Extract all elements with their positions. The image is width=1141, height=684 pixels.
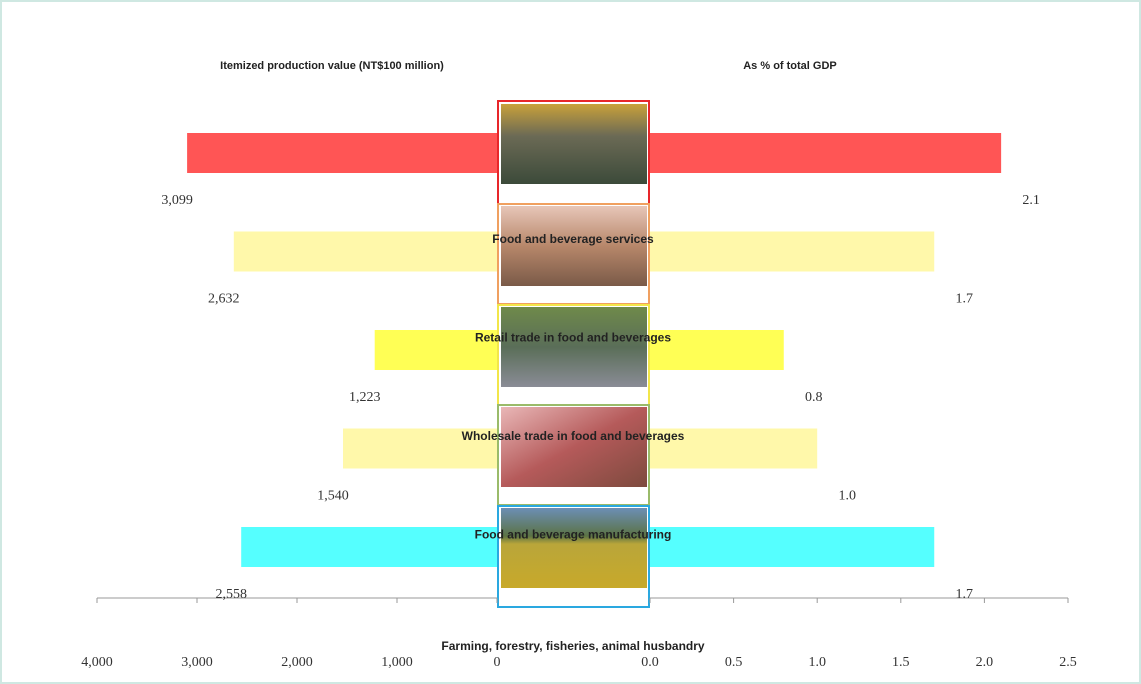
category-label: Wholesale trade in food and beverages [462,429,685,443]
bar [241,527,497,567]
x-tick-label: 0 [494,655,501,670]
x2-tick-label: 0.5 [725,655,743,670]
x2-tick-label: 1.5 [892,655,910,670]
bar [233,231,498,272]
x2-tick-label: 2.0 [976,655,994,670]
x-tick-label: 1,000 [381,655,413,670]
value-label: 0.8 [805,390,823,405]
x2-tick-label: 2.5 [1059,655,1077,670]
left-axis-title: Itemized production value (NT$100 millio… [220,60,444,72]
category-label: Farming, forestry, fisheries, animal hus… [441,639,705,653]
value-label: 2,632 [208,292,240,307]
value-label: 1,223 [349,390,381,405]
bar [650,231,935,272]
x-tick-label: 3,000 [181,655,213,670]
bar [650,133,1002,173]
bar [343,428,497,469]
bar [650,428,818,469]
value-label: 2.1 [1022,193,1040,208]
category-label: Food and beverage manufacturing [475,528,672,542]
value-label: 2,558 [215,587,247,602]
value-label: 1.7 [955,587,973,602]
bar [374,330,497,370]
category-label: Retail trade in food and beverages [475,331,671,345]
x-tick-label: 2,000 [281,655,313,670]
right-axis-title: As % of total GDP [743,60,837,72]
photo-column [497,100,650,608]
bar [650,330,784,370]
value-label: 1,540 [317,489,349,504]
category-label: Food and beverage services [492,232,654,246]
value-label: 1.7 [955,292,973,307]
value-label: 3,099 [161,193,193,208]
value-label: 1.0 [838,489,856,504]
bar [187,133,497,173]
x2-tick-label: 1.0 [808,655,826,670]
x-tick-label: 4,000 [81,655,113,670]
x2-tick-label: 0.0 [641,655,659,670]
bar [650,527,935,567]
